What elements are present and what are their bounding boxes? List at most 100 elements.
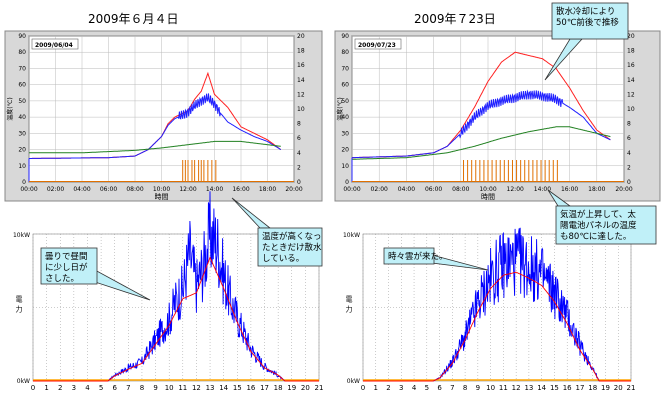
x-tick-label: 18: [274, 384, 283, 392]
y2-tick-label: 12: [627, 91, 635, 98]
x-tick-label: 20: [301, 384, 310, 392]
y-tick-label: 30: [341, 130, 349, 137]
x-tick-label: 06:00: [100, 186, 117, 193]
x-tick-label: 18:00: [259, 186, 276, 193]
x-tick-label: 02:00: [47, 186, 64, 193]
callout-text: 気温が上昇して、太: [560, 209, 636, 220]
y-tick-label-bottom: 0kW: [17, 378, 30, 385]
date-label-box: [31, 38, 79, 50]
x-tick-label: 00:00: [343, 186, 360, 193]
x-tick-label: 06:00: [425, 186, 442, 193]
x-tick-label: 13: [206, 384, 215, 392]
x-tick-label: 20:00: [285, 186, 302, 193]
y-tick-label: 70: [18, 65, 26, 72]
x-tick-label: 08:00: [126, 186, 143, 193]
x-tick-label: 00:00: [20, 186, 37, 193]
x-tick-label: 12: [512, 384, 521, 392]
date-label: 2009/07/23: [358, 42, 396, 49]
x-tick-label: 9: [153, 384, 157, 392]
x-tick-label: 12: [192, 384, 201, 392]
power-chart-1: 0 1 2 3 4 5 6 7 8 9 10 11 12 13 14 15 16 17 18 19 20 2110kW0k…: [13, 191, 324, 392]
x-tick-label: 10: [486, 384, 495, 392]
callout-text: 曇りで昼間: [45, 252, 88, 262]
x-tick-label: 21: [627, 384, 636, 392]
x-tick-label: 1: [44, 384, 48, 392]
x-tick-label: 6: [112, 384, 117, 392]
x-tick-label: 3: [72, 384, 76, 392]
y2-tick-label: 12: [297, 91, 305, 98]
temperature-line-green: [352, 126, 611, 160]
x-tick-label: 15: [233, 384, 242, 392]
x-tick-label: 14: [537, 384, 546, 392]
x-tick-label: 8: [463, 384, 467, 392]
y-tick-label: 30: [18, 130, 26, 137]
callout-text: たときだけ散水: [262, 242, 322, 253]
y-tick-label: 40: [18, 114, 26, 121]
callout-box: [555, 205, 657, 245]
x-tick-label: 1: [374, 384, 378, 392]
x-tick-label: 12:00: [179, 186, 196, 193]
y-tick-label: 10: [341, 163, 349, 170]
x-tick-label: 3: [399, 384, 403, 392]
title-left: 2009年６月４日: [88, 12, 179, 26]
power-line-red: [33, 256, 319, 382]
y2-tick-label: 14: [297, 77, 305, 84]
x-tick-label: 4: [85, 384, 90, 392]
y-axis-label: 温度(℃): [6, 97, 14, 120]
callout-text: さした。: [45, 274, 79, 284]
x-tick-label: 0: [31, 384, 35, 392]
x-tick-label: 18:00: [588, 186, 605, 193]
y2-tick-label: 6: [297, 135, 301, 142]
callout-text: 温度が高くなっ: [262, 231, 322, 242]
y-tick-label: 90: [18, 33, 26, 40]
callout-text: も80℃に達した。: [560, 231, 631, 242]
x-tick-label: 6: [437, 384, 442, 392]
y-tick-label-bottom: 0kW: [347, 378, 360, 385]
y-tick-label: 80: [18, 49, 26, 56]
x-tick-label: 11: [178, 384, 187, 392]
x-tick-label: 16: [246, 384, 255, 392]
y2-tick-label: 8: [627, 121, 631, 128]
y2-tick-label: 10: [627, 106, 635, 113]
y-axis-label: 力: [346, 305, 353, 314]
date-label-box: [354, 38, 402, 50]
x-tick-label: 14:00: [206, 186, 223, 193]
callout-text: 50℃前後で推移: [556, 17, 619, 28]
x-axis-label: 時間: [155, 193, 169, 201]
y-axis-label: 電: [346, 296, 353, 304]
y2-tick-label: 18: [627, 48, 635, 55]
x-tick-label: 10:00: [479, 186, 496, 193]
x-tick-label: 16:00: [561, 186, 578, 193]
y-tick-label: 50: [18, 98, 26, 105]
x-tick-label: 13: [524, 384, 533, 392]
x-tick-label: 21: [315, 384, 324, 392]
x-tick-label: 5: [99, 384, 103, 392]
x-tick-label: 7: [126, 384, 130, 392]
x-tick-label: 10:00: [153, 186, 170, 193]
callout-text: 陽電池パネルの温度: [560, 220, 637, 231]
y-tick-label: 80: [341, 49, 349, 56]
y-tick-label: 50: [341, 98, 349, 105]
x-tick-label: 08:00: [452, 186, 469, 193]
y2-tick-label: 6: [627, 135, 631, 142]
x-tick-label: 18: [588, 384, 597, 392]
y2-tick-label: 14: [627, 77, 635, 84]
x-tick-label: 14:00: [534, 186, 551, 193]
y2-tick-label: 4: [627, 150, 631, 157]
y2-tick-label: 20: [627, 33, 635, 40]
callout-box: [551, 2, 629, 40]
temperature-line-blue: [351, 89, 611, 159]
x-tick-label: 9: [476, 384, 480, 392]
x-tick-label: 20: [614, 384, 623, 392]
x-tick-label: 8: [140, 384, 144, 392]
x-tick-label: 02:00: [371, 186, 388, 193]
y-tick-label: 40: [341, 114, 349, 121]
x-tick-label: 10: [165, 384, 174, 392]
x-tick-label: 16:00: [232, 186, 249, 193]
callout-pointer: [231, 197, 272, 229]
y-tick-label-top: 10kW: [13, 232, 30, 239]
